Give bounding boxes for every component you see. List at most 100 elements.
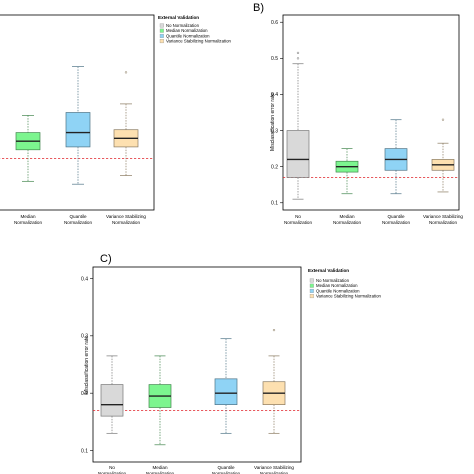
x-label-line: Median (339, 214, 355, 219)
outlier-point (296, 57, 300, 60)
panel-c-y-tick-label: 0.2 (81, 391, 88, 397)
panel-b-boxplot (431, 118, 455, 193)
panel-b-y-tick-label: 0.3 (271, 128, 278, 134)
panel-b-label: B) (253, 2, 264, 14)
panel-b-y-tick-label: 0.5 (271, 56, 278, 62)
panel-c-boxplot (214, 338, 238, 434)
panel-b-y-axis: 0.1 0.2 0.3 0.4 0.5 0.6 (271, 20, 283, 207)
panel-b-boxplot (335, 148, 359, 195)
x-label-line: No (109, 465, 115, 470)
panel-c-label: C) (100, 253, 112, 265)
panel-c-legend-swatch (309, 283, 314, 288)
panel-b-y-tick-label: 0.6 (271, 20, 278, 26)
panel-c-boxplot (148, 355, 172, 446)
panel-a-boxplot (113, 71, 139, 176)
x-label-line: No (295, 214, 301, 219)
outlier-point (124, 71, 128, 74)
x-label-line: Median (20, 214, 36, 219)
x-label-line: Normalization (382, 220, 411, 225)
panel-c-y-tick-label: 0.3 (81, 334, 88, 340)
panel-c-x-label: Median Normalization (146, 465, 175, 474)
panel-b-boxplot (384, 119, 408, 195)
panel-c-x-label: No Normalization (98, 465, 127, 474)
outlier-point (272, 328, 276, 332)
panel-a-legend-label: Variance Stabilizing Normalization (166, 39, 231, 44)
panel-c: C) Misclassification error rate 0.1 0.2 0.… (81, 253, 381, 474)
outlier-point (296, 51, 300, 55)
panel-c-boxplot (100, 355, 124, 434)
panel-c-legend-label: Quantile Normalization (316, 288, 360, 293)
panel-b-x-label: Variance Stabilizing Normalization (423, 214, 463, 225)
panel-a-x-label: Variance Stabilizing Normalization (106, 214, 146, 225)
panel-a-x-label: Median Normalization (14, 214, 43, 225)
panel-c-y-axis-label: Misclassification error rate (84, 336, 90, 394)
box-iqr (286, 130, 310, 178)
panel-a-legend-swatch (159, 28, 164, 33)
x-label-line: Normalization (333, 220, 362, 225)
panel-a-legend-swatch (159, 33, 164, 38)
panel-b-y-tick-label: 0.2 (271, 164, 278, 170)
x-label-line: Quantile (387, 214, 405, 219)
panel-b-x-label: Median Normalization (333, 214, 362, 225)
panel-c-plot-frame (92, 266, 302, 463)
panel-a-legend-swatch (159, 39, 164, 44)
panel-c-legend-title: External Validation (308, 268, 349, 273)
panel-a-boxplot (15, 115, 41, 182)
panel-a-plot-frame (0, 14, 155, 211)
box-iqr (100, 384, 124, 417)
panel-b-y-tick-label: 0.1 (271, 201, 278, 207)
panel-a-boxplot (65, 66, 91, 185)
panel-c-legend-swatch (309, 288, 314, 293)
x-label-line: Normalization (284, 220, 313, 225)
panel-b-x-label: No Normalization (284, 214, 313, 225)
x-label-line: Normalization (429, 220, 458, 225)
box-iqr (214, 378, 238, 405)
outlier-point (441, 118, 445, 121)
panel-b-y-axis-label: Misclassification error rate (270, 93, 276, 151)
panel-a-boxes (0, 66, 154, 185)
panel-c-boxes (93, 328, 301, 446)
x-label-line: Median (152, 465, 168, 470)
x-label-line: Normalization (260, 471, 289, 474)
x-label-line: Normalization (212, 471, 241, 474)
panel-a-legend-label: No Normalization (166, 23, 200, 28)
x-label-line: Quantile (217, 465, 235, 470)
panel-c-boxplot (262, 328, 286, 434)
panel-a-legend: External Validation No NormalizationMedi… (158, 15, 231, 44)
panel-c-legend-label: No Normalization (316, 278, 350, 283)
x-label-line: Variance Stabilizing (423, 214, 463, 219)
panel-c-x-label: Variance Stabilizing Normalization (254, 465, 294, 474)
panel-b-y-tick-label: 0.4 (271, 92, 278, 98)
x-label-line: Normalization (14, 220, 43, 225)
x-label-line: Variance Stabilizing (106, 214, 146, 219)
panel-b-boxplot (286, 51, 310, 200)
x-label-line: Normalization (98, 471, 127, 474)
panel-b-boxes (283, 51, 459, 200)
panel-c-legend: External Validation No NormalizationMedi… (308, 268, 381, 299)
panel-c-legend-swatch (309, 278, 314, 283)
panel-c-y-tick-label: 0.1 (81, 448, 88, 454)
panel-a-legend-label: Median Normalization (166, 28, 208, 33)
panel-c-legend-label: Variance Stabilizing Normalization (316, 294, 381, 299)
panel-b-plot-frame (282, 14, 460, 211)
x-label-line: Normalization (146, 471, 175, 474)
panel-a-x-label: Quantile Normalization (64, 214, 93, 225)
panel-b: B) Misclassification error rate 0.10.20.… (253, 2, 463, 225)
x-label-line: Normalization (112, 220, 141, 225)
box-iqr (65, 112, 91, 148)
x-label-line: Normalization (64, 220, 93, 225)
panel-a-legend-title: External Validation (158, 15, 199, 20)
x-label-line: Quantile (69, 214, 87, 219)
panel-c-legend-label: Median Normalization (316, 283, 358, 288)
panel-b-x-label: Quantile Normalization (382, 214, 411, 225)
panel-c-y-tick-label: 0.4 (81, 276, 88, 282)
x-label-line: Variance Stabilizing (254, 465, 294, 470)
panel-c-x-label: Quantile Normalization (212, 465, 241, 474)
